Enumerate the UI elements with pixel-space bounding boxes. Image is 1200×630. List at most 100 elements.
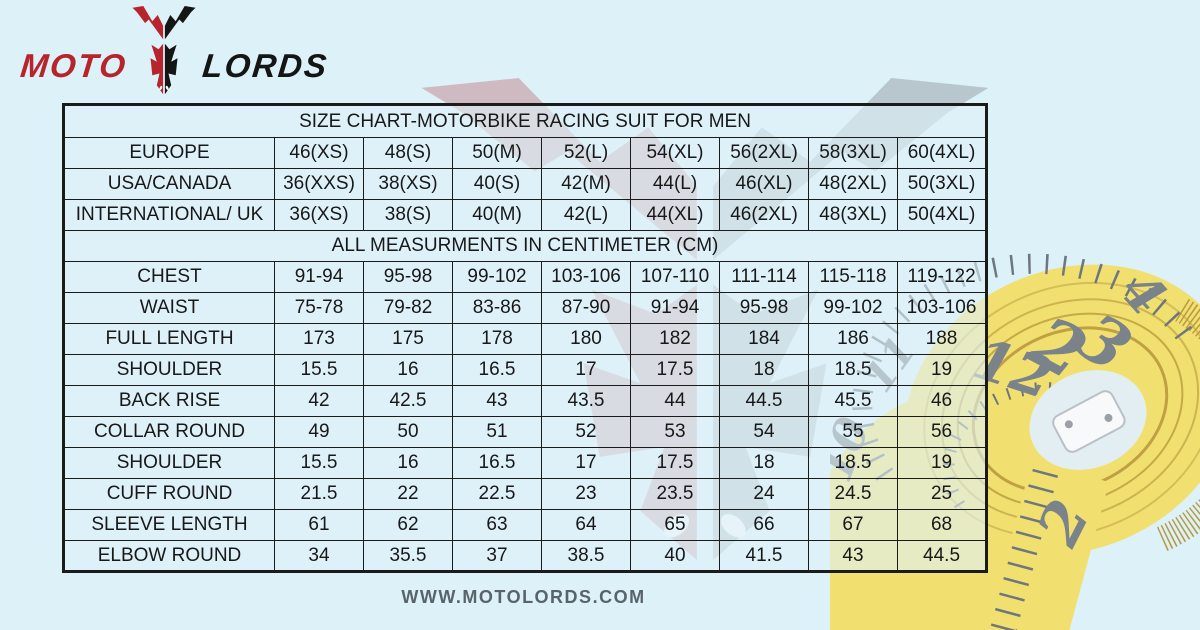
size-row-label: EUROPE	[63, 137, 275, 169]
size-value-cell: 36(XS)	[274, 199, 364, 231]
footer-website: WWW.MOTOLORDS.COM	[401, 587, 646, 607]
measurement-row-label: CHEST	[63, 261, 275, 293]
size-value-cell: 46(XL)	[719, 168, 809, 200]
chart-title: SIZE CHART-MOTORBIKE RACING SUIT FOR MEN	[62, 104, 988, 138]
bull-icon	[132, 6, 196, 95]
table-row: SHOULDER 15.5 16 16.5 17 17.5 18 18.5 19	[63, 354, 988, 386]
size-value-cell: 36(XXS)	[274, 168, 364, 200]
measurement-value-cell: 15.5	[274, 354, 364, 386]
measurement-value-cell: 54	[719, 416, 809, 448]
measurement-value-cell: 91-94	[274, 261, 364, 293]
measurement-value-cell: 52	[541, 416, 631, 448]
measurement-value-cell: 115-118	[808, 261, 898, 293]
measurement-value-cell: 99-102	[808, 292, 898, 324]
size-value-cell: 44(XL)	[630, 199, 720, 231]
measurement-value-cell: 56	[896, 416, 988, 448]
measurement-value-cell: 18.5	[808, 447, 898, 479]
measurement-value-cell: 18.5	[808, 354, 898, 386]
measurement-value-cell: 62	[363, 509, 453, 541]
table-row: ELBOW ROUND 34 35.5 37 38.5 40 41.5 43 44.5	[63, 540, 988, 572]
measurement-value-cell: 87-90	[541, 292, 631, 324]
measurement-row-label: COLLAR ROUND	[63, 416, 275, 448]
measurement-value-cell: 23	[541, 478, 631, 510]
measurement-value-cell: 42	[274, 385, 364, 417]
measurement-value-cell: 68	[896, 509, 988, 541]
size-row-label: USA/CANADA	[63, 168, 275, 200]
measurement-row-label: SLEEVE LENGTH	[63, 509, 275, 541]
measurement-value-cell: 64	[541, 509, 631, 541]
measurement-value-cell: 66	[719, 509, 809, 541]
size-value-cell: 50(4XL)	[896, 199, 988, 231]
measurement-value-cell: 22.5	[452, 478, 542, 510]
size-value-cell: 48(S)	[363, 137, 453, 169]
measurement-value-cell: 175	[363, 323, 453, 355]
size-value-cell: 54(XL)	[630, 137, 720, 169]
measurement-row-label: CUFF ROUND	[63, 478, 275, 510]
measurement-value-cell: 103-106	[896, 292, 988, 324]
size-value-cell: 40(M)	[452, 199, 542, 231]
table-row: SHOULDER 15.5 16 16.5 17 17.5 18 18.5 19	[63, 447, 988, 479]
size-value-cell: 50(3XL)	[896, 168, 988, 200]
measurement-row-label: FULL LENGTH	[63, 323, 275, 355]
units-note: ALL MEASURMENTS IN CENTIMETER (CM)	[62, 230, 988, 262]
size-value-cell: 60(4XL)	[896, 137, 988, 169]
measurement-value-cell: 40	[630, 540, 720, 572]
measurement-value-cell: 17.5	[630, 447, 720, 479]
measurement-value-cell: 188	[896, 323, 988, 355]
measurement-value-cell: 43.5	[541, 385, 631, 417]
measurement-value-cell: 50	[363, 416, 453, 448]
measurement-value-cell: 79-82	[363, 292, 453, 324]
size-value-cell: 56(2XL)	[719, 137, 809, 169]
measurement-value-cell: 119-122	[896, 261, 988, 293]
size-chart-table: SIZE CHART-MOTORBIKE RACING SUIT FOR MEN…	[62, 103, 989, 573]
table-row: SLEEVE LENGTH 61 62 63 64 65 66 67 68	[63, 509, 988, 541]
measurement-value-cell: 44	[630, 385, 720, 417]
measurement-value-cell: 63	[452, 509, 542, 541]
table-row: COLLAR ROUND 49 50 51 52 53 54 55 56	[63, 416, 988, 448]
measurement-value-cell: 15.5	[274, 447, 364, 479]
measurement-value-cell: 42.5	[363, 385, 453, 417]
measurement-value-cell: 99-102	[452, 261, 542, 293]
measurement-value-cell: 37	[452, 540, 542, 572]
size-value-cell: 42(L)	[541, 199, 631, 231]
size-value-cell: 44(L)	[630, 168, 720, 200]
table-row: INTERNATIONAL/ UK 36(XS) 38(S) 40(M) 42(L) 44…	[63, 199, 988, 231]
table-row: CUFF ROUND 21.5 22 22.5 23 23.5 24 24.5 25	[63, 478, 988, 510]
table-row: SIZE CHART-MOTORBIKE RACING SUIT FOR MEN	[62, 104, 988, 138]
measurement-value-cell: 45.5	[808, 385, 898, 417]
measurement-value-cell: 16	[363, 447, 453, 479]
size-value-cell: 46(2XL)	[719, 199, 809, 231]
measurement-value-cell: 51	[452, 416, 542, 448]
measurement-value-cell: 65	[630, 509, 720, 541]
measurement-value-cell: 61	[274, 509, 364, 541]
measurement-value-cell: 44.5	[719, 385, 809, 417]
table-row: WAIST 75-78 79-82 83-86 87-90 91-94 95-98 99-10…	[63, 292, 988, 324]
measurement-value-cell: 34	[274, 540, 364, 572]
measurement-value-cell: 91-94	[630, 292, 720, 324]
measurement-value-cell: 18	[719, 354, 809, 386]
table-row: CHEST 91-94 95-98 99-102 103-106 107-110 111-1…	[63, 261, 988, 293]
table-row: EUROPE 46(XS) 48(S) 50(M) 52(L) 54(XL) 56(2XL)…	[63, 137, 988, 169]
measurement-value-cell: 44.5	[896, 540, 988, 572]
measurement-row-label: SHOULDER	[63, 354, 275, 386]
measurement-value-cell: 41.5	[719, 540, 809, 572]
table-row: ALL MEASURMENTS IN CENTIMETER (CM)	[62, 230, 988, 262]
measurement-value-cell: 22	[363, 478, 453, 510]
measurement-value-cell: 24	[719, 478, 809, 510]
size-value-cell: 38(S)	[363, 199, 453, 231]
measurement-value-cell: 18	[719, 447, 809, 479]
measurement-value-cell: 107-110	[630, 261, 720, 293]
measurement-value-cell: 182	[630, 323, 720, 355]
size-value-cell: 38(XS)	[363, 168, 453, 200]
measurement-value-cell: 173	[274, 323, 364, 355]
size-value-cell: 42(M)	[541, 168, 631, 200]
measurement-value-cell: 67	[808, 509, 898, 541]
size-value-cell: 40(S)	[452, 168, 542, 200]
size-value-cell: 48(2XL)	[808, 168, 898, 200]
measurement-value-cell: 180	[541, 323, 631, 355]
measurement-value-cell: 23.5	[630, 478, 720, 510]
size-value-cell: 46(XS)	[274, 137, 364, 169]
measurement-row-label: SHOULDER	[63, 447, 275, 479]
measurement-value-cell: 75-78	[274, 292, 364, 324]
